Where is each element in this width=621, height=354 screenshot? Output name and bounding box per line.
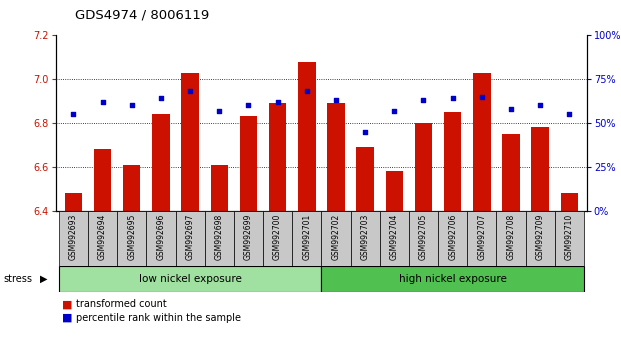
Point [389, 108, 399, 114]
Text: GDS4974 / 8006119: GDS4974 / 8006119 [75, 9, 209, 22]
Point [477, 94, 487, 99]
Bar [59, 211, 88, 266]
Text: GSM992708: GSM992708 [507, 213, 515, 259]
Text: ■: ■ [62, 313, 73, 322]
Text: GSM992699: GSM992699 [244, 213, 253, 260]
Bar [327, 103, 345, 211]
Text: low nickel exposure: low nickel exposure [138, 274, 242, 284]
Bar [415, 123, 432, 211]
Point [97, 99, 107, 105]
Bar [211, 165, 228, 211]
Bar [65, 193, 82, 211]
Bar [123, 165, 140, 211]
Text: GSM992700: GSM992700 [273, 213, 282, 260]
Text: GSM992694: GSM992694 [98, 213, 107, 260]
Text: GSM992707: GSM992707 [478, 213, 486, 260]
Bar [525, 211, 555, 266]
Bar [444, 112, 461, 211]
Bar [117, 211, 147, 266]
Bar [322, 266, 584, 292]
Bar [176, 211, 205, 266]
Text: GSM992702: GSM992702 [332, 213, 340, 259]
Point [273, 99, 283, 105]
Bar [147, 211, 176, 266]
Text: GSM992709: GSM992709 [536, 213, 545, 260]
Bar [561, 193, 578, 211]
Bar [59, 266, 321, 292]
Text: percentile rank within the sample: percentile rank within the sample [76, 313, 241, 322]
Point [156, 96, 166, 101]
Bar [292, 211, 322, 266]
Text: GSM992693: GSM992693 [69, 213, 78, 260]
Text: GSM992695: GSM992695 [127, 213, 136, 260]
Point [68, 112, 78, 117]
Text: GSM992696: GSM992696 [156, 213, 165, 260]
Bar [298, 62, 315, 211]
Bar [386, 171, 403, 211]
Text: stress: stress [3, 274, 32, 284]
Point [506, 106, 516, 112]
Bar [409, 211, 438, 266]
Text: GSM992704: GSM992704 [390, 213, 399, 260]
Point [243, 103, 253, 108]
Point [302, 88, 312, 94]
Text: GSM992705: GSM992705 [419, 213, 428, 260]
Bar [94, 149, 111, 211]
Point [419, 97, 428, 103]
Bar [379, 211, 409, 266]
Text: GSM992701: GSM992701 [302, 213, 311, 259]
Bar [205, 211, 234, 266]
Bar [263, 211, 292, 266]
Text: ■: ■ [62, 299, 73, 309]
Point [185, 88, 195, 94]
Bar [234, 211, 263, 266]
Text: GSM992706: GSM992706 [448, 213, 457, 260]
Bar [438, 211, 467, 266]
Text: transformed count: transformed count [76, 299, 166, 309]
Bar [532, 127, 549, 211]
Point [535, 103, 545, 108]
Bar [350, 211, 379, 266]
Point [127, 103, 137, 108]
Point [331, 97, 341, 103]
Bar [473, 73, 491, 211]
Bar [152, 114, 170, 211]
Bar [496, 211, 525, 266]
Text: GSM992698: GSM992698 [215, 213, 224, 259]
Point [448, 96, 458, 101]
Bar [356, 147, 374, 211]
Text: GSM992710: GSM992710 [565, 213, 574, 259]
Bar [88, 211, 117, 266]
Bar [502, 134, 520, 211]
Text: high nickel exposure: high nickel exposure [399, 274, 507, 284]
Point [360, 129, 370, 135]
Text: GSM992697: GSM992697 [186, 213, 194, 260]
Bar [467, 211, 496, 266]
Point [564, 112, 574, 117]
Text: ▶: ▶ [40, 274, 47, 284]
Bar [269, 103, 286, 211]
Bar [181, 73, 199, 211]
Point [214, 108, 224, 114]
Text: GSM992703: GSM992703 [361, 213, 369, 260]
Bar [555, 211, 584, 266]
Bar [322, 211, 350, 266]
Bar [240, 116, 257, 211]
